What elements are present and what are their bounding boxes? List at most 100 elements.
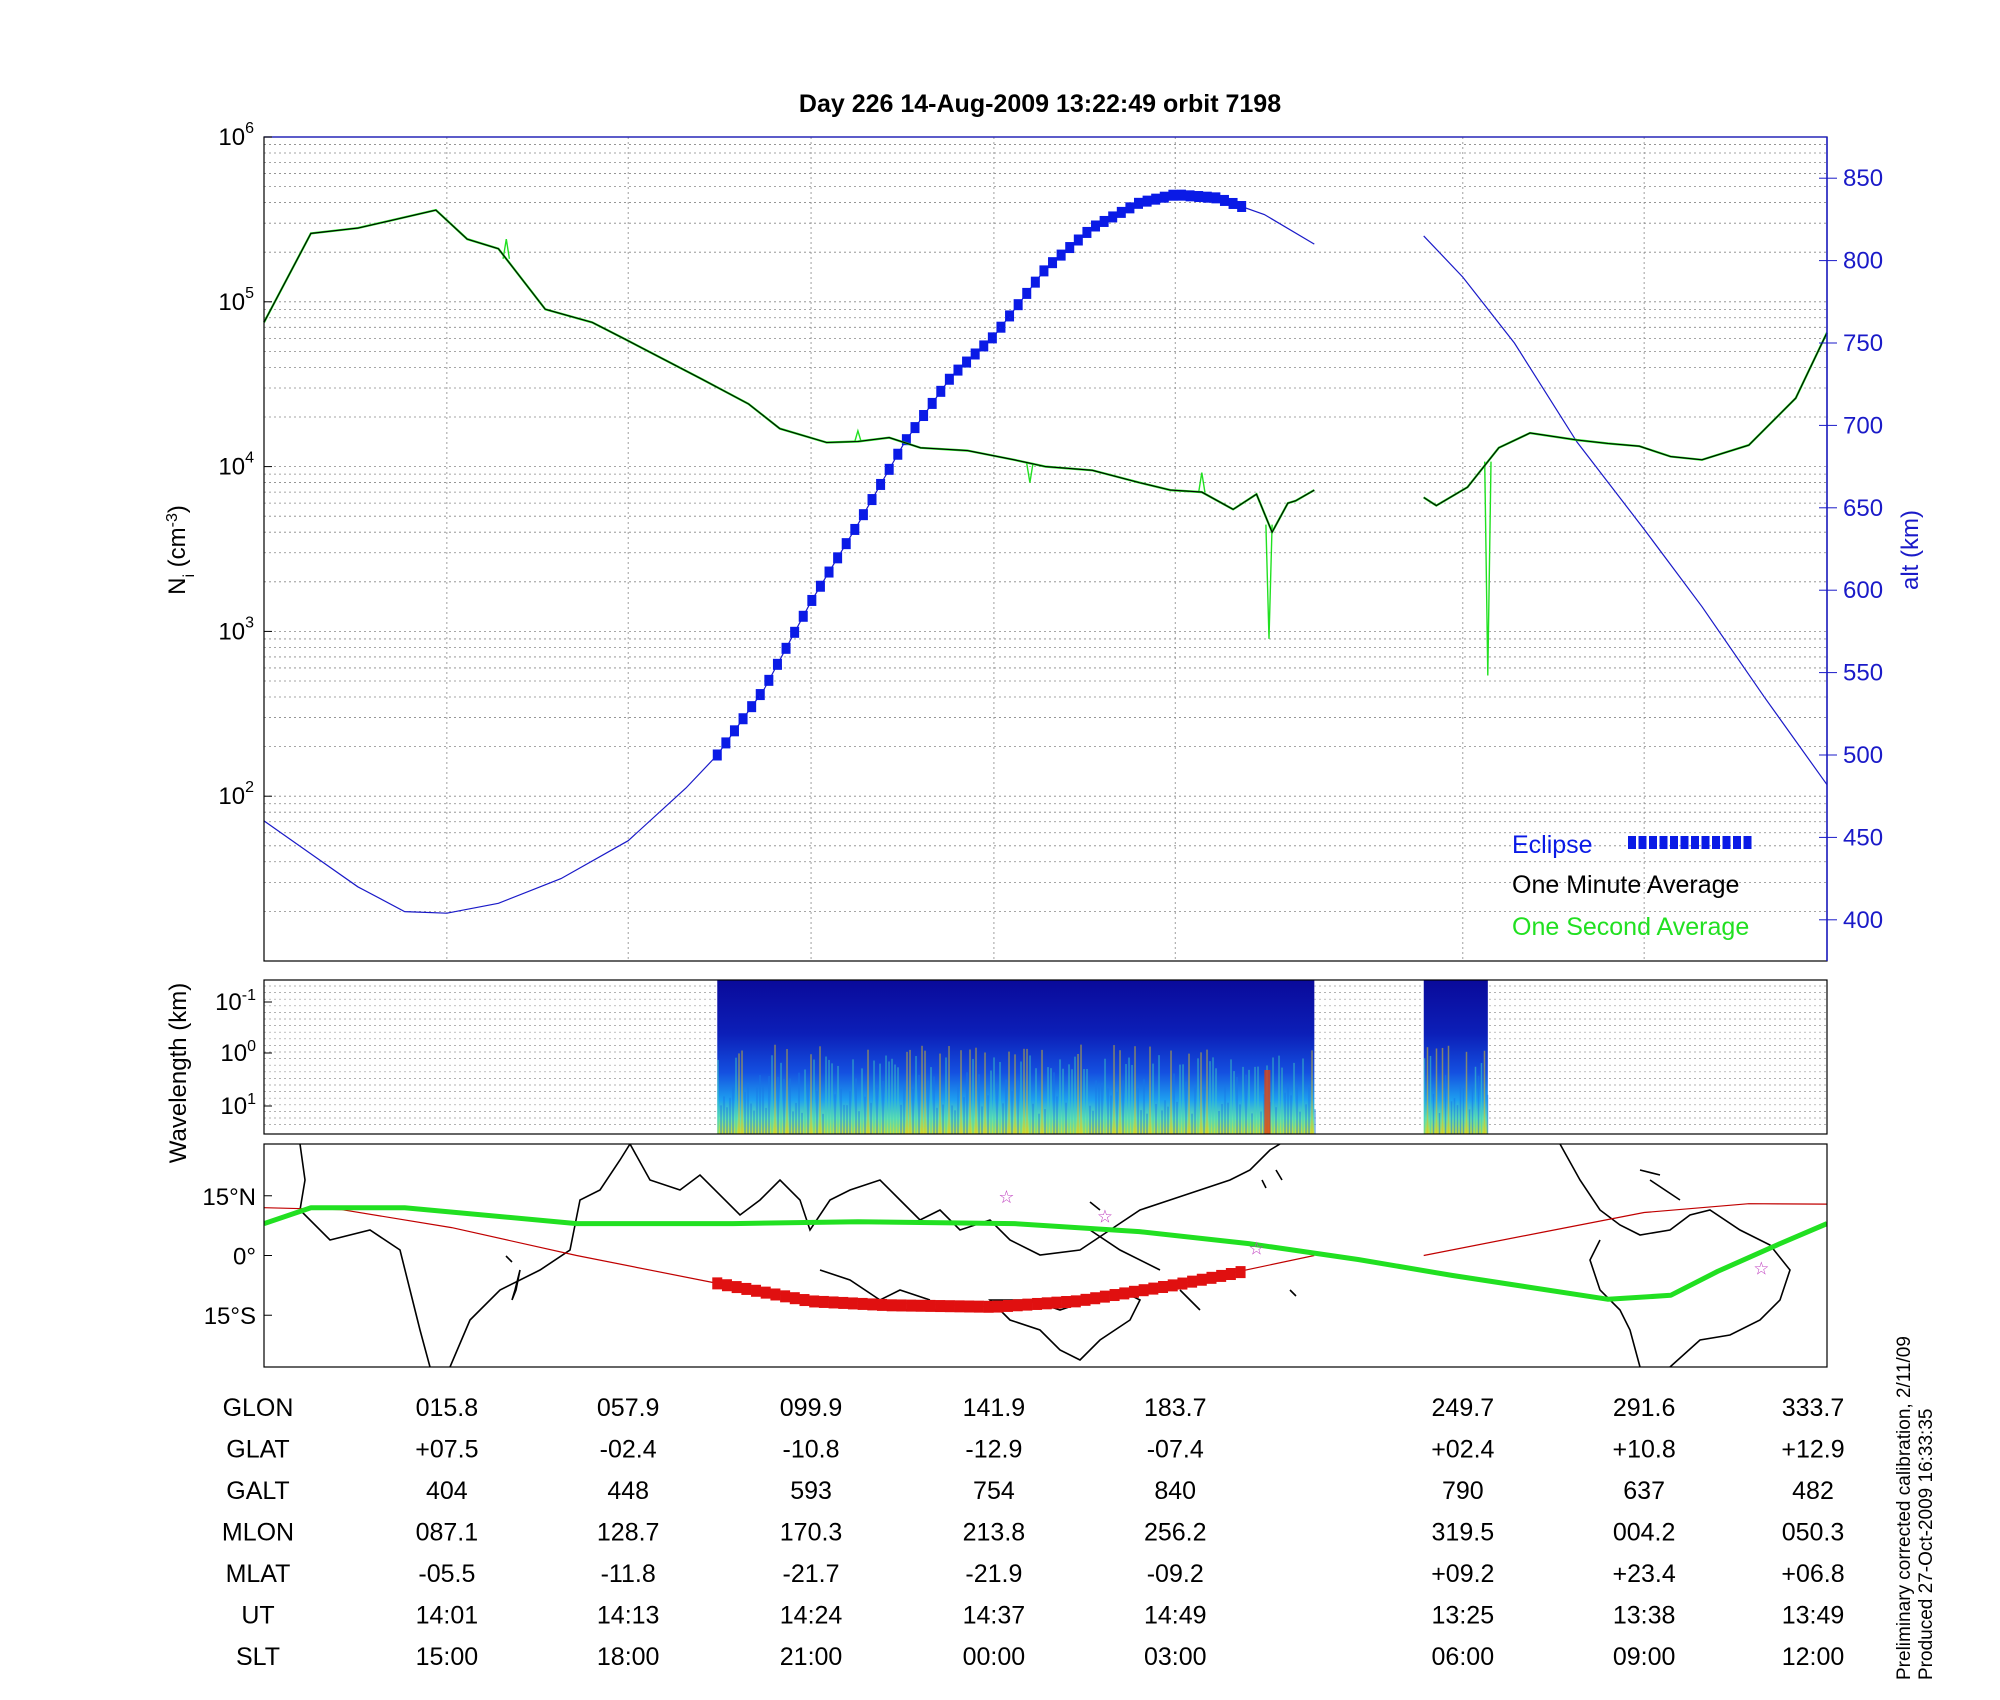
- eclipse-marker: [1142, 195, 1152, 207]
- spectrogram-column: [951, 1105, 953, 1134]
- eclipse-marker: [1013, 299, 1023, 311]
- spectrogram-column: [1257, 1066, 1259, 1134]
- y2-tick-label: 850: [1843, 165, 1883, 192]
- eclipse-marker: [1108, 211, 1118, 223]
- map-eclipse-marker: [877, 1298, 888, 1311]
- eclipse-marker: [1116, 206, 1126, 218]
- table-cell: 213.8: [963, 1519, 1026, 1547]
- spectrogram-column: [1486, 1094, 1489, 1134]
- spectrogram-column: [747, 1083, 749, 1134]
- spectrogram-column: [1101, 1082, 1103, 1134]
- spectrogram-column: [1059, 1059, 1061, 1134]
- legend-eclipse-marker: [1743, 836, 1752, 849]
- spectrogram-column: [1239, 1104, 1241, 1134]
- eclipse-marker: [987, 332, 997, 344]
- spectrogram-column: [1089, 1105, 1091, 1134]
- spectrogram-column: [1230, 1059, 1232, 1134]
- spectrogram-column: [1002, 1103, 1004, 1134]
- spectrogram-column: [1191, 1113, 1193, 1134]
- spectrogram-column: [1044, 1109, 1046, 1134]
- table-cell: 404: [426, 1477, 468, 1505]
- map-eclipse-marker: [935, 1300, 946, 1313]
- spectrogram-column: [750, 1103, 752, 1134]
- spectrogram-column: [1435, 1048, 1438, 1134]
- magnetic-equator-star: ☆: [1097, 1207, 1113, 1228]
- spectrogram-column: [1275, 1107, 1277, 1134]
- spectrogram-column: [1450, 1101, 1453, 1134]
- table-cell: 004.2: [1613, 1519, 1676, 1547]
- eclipse-marker: [996, 321, 1006, 333]
- map-eclipse-marker: [1235, 1266, 1246, 1279]
- spectrogram-column: [741, 1050, 743, 1134]
- eclipse-marker: [953, 364, 963, 376]
- spectrogram-column: [1284, 1092, 1286, 1134]
- map-eclipse-marker: [915, 1299, 926, 1312]
- altitude-line: [263, 194, 1315, 914]
- spectrogram-column: [717, 1059, 719, 1134]
- spectrogram-column: [1137, 1088, 1139, 1134]
- spectrogram-column: [1041, 1049, 1043, 1134]
- eclipse-marker: [1194, 191, 1204, 203]
- spectrogram-column: [825, 1056, 827, 1134]
- spectrogram-column: [912, 1088, 914, 1134]
- spectrogram-column: [777, 1077, 779, 1134]
- spectrogram-column: [873, 1060, 875, 1134]
- eclipse-marker: [807, 594, 817, 606]
- spectrogram-column: [1293, 1062, 1295, 1134]
- spectrogram-column: [1104, 1058, 1106, 1134]
- spectrogram-column: [978, 1074, 980, 1134]
- eclipse-marker: [1237, 200, 1247, 212]
- spectrogram-column: [1125, 1064, 1127, 1134]
- map-eclipse-marker: [993, 1300, 1004, 1313]
- spectrogram-column: [879, 1063, 881, 1134]
- spectrogram-column: [1471, 1086, 1474, 1134]
- map-eclipse-marker: [1041, 1297, 1052, 1310]
- spectrogram-column: [1074, 1056, 1076, 1134]
- eclipse-marker: [824, 566, 834, 578]
- legend-eclipse-marker: [1670, 836, 1678, 849]
- eclipse-marker: [944, 373, 954, 385]
- eclipse-marker: [979, 340, 989, 352]
- spectrogram-column: [1272, 1057, 1274, 1134]
- spectrogram-column: [1122, 1080, 1124, 1134]
- table-cell: 319.5: [1432, 1519, 1495, 1547]
- spectrogram-column: [936, 1107, 938, 1134]
- spectrogram-column: [849, 1091, 851, 1134]
- y-tick-label: 100: [220, 1038, 256, 1067]
- spectrogram-column: [1110, 1095, 1112, 1134]
- spectrogram-column: [882, 1080, 884, 1134]
- coastlines: [299, 1144, 1791, 1367]
- map-panel: ☆ ☆ ☆ ☆ 15°N 0° 15°S: [202, 1143, 1828, 1368]
- spectrogram-column: [924, 1050, 926, 1134]
- row-label: UT: [241, 1602, 274, 1630]
- map-eclipse-marker: [1216, 1269, 1227, 1282]
- table-cell: 14:01: [416, 1602, 479, 1630]
- table-cell: 840: [1154, 1477, 1196, 1505]
- eclipse-marker: [729, 725, 739, 737]
- y2-tick-label: 550: [1843, 660, 1883, 687]
- table-cell: 099.9: [780, 1394, 843, 1422]
- eclipse-marker: [936, 385, 946, 397]
- legend-eclipse-marker: [1701, 836, 1710, 849]
- spectrogram-column: [1035, 1068, 1037, 1134]
- spectrogram-column: [1161, 1110, 1163, 1134]
- map-eclipse-marker: [1196, 1273, 1207, 1286]
- eclipse-marker: [738, 713, 748, 725]
- second-average-line: [263, 208, 1315, 535]
- spectrogram-column: [1149, 1046, 1151, 1134]
- spectrogram-column: [1459, 1084, 1462, 1134]
- eclipse-marker: [1030, 276, 1040, 288]
- y2-tick-label: 750: [1843, 330, 1883, 357]
- eclipse-marker: [884, 463, 894, 475]
- table-cell: 050.3: [1782, 1519, 1845, 1547]
- y-tick-label: 104: [218, 450, 254, 481]
- spectrogram-column: [1215, 1068, 1217, 1134]
- spectrogram-column: [999, 1061, 1001, 1134]
- spectrogram-column: [981, 1106, 983, 1134]
- spectrogram-column: [1080, 1044, 1082, 1134]
- y-tick-label: 105: [218, 285, 254, 316]
- spectrogram-column: [948, 1046, 950, 1134]
- second-average-line: [1423, 332, 1828, 507]
- eclipse-marker: [1219, 194, 1229, 206]
- table-cell: +09.2: [1431, 1560, 1494, 1588]
